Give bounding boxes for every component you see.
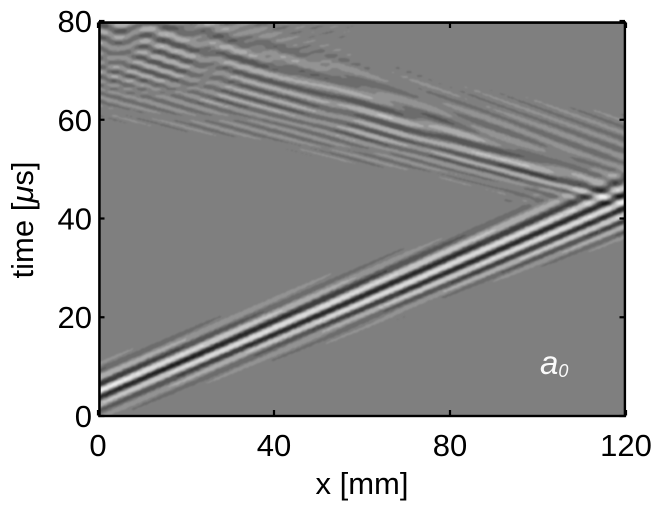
svg-text:40: 40 — [257, 428, 291, 463]
svg-text:0: 0 — [89, 428, 106, 463]
svg-text:80: 80 — [58, 4, 92, 39]
svg-text:40: 40 — [58, 202, 92, 237]
svg-text:120: 120 — [600, 428, 652, 463]
svg-text:time [μs]: time [μs] — [5, 162, 40, 279]
svg-text:60: 60 — [58, 103, 92, 138]
svg-text:0: 0 — [75, 399, 92, 434]
svg-text:80: 80 — [433, 428, 467, 463]
svg-text:20: 20 — [58, 300, 92, 335]
svg-text:x [mm]: x [mm] — [316, 466, 409, 501]
